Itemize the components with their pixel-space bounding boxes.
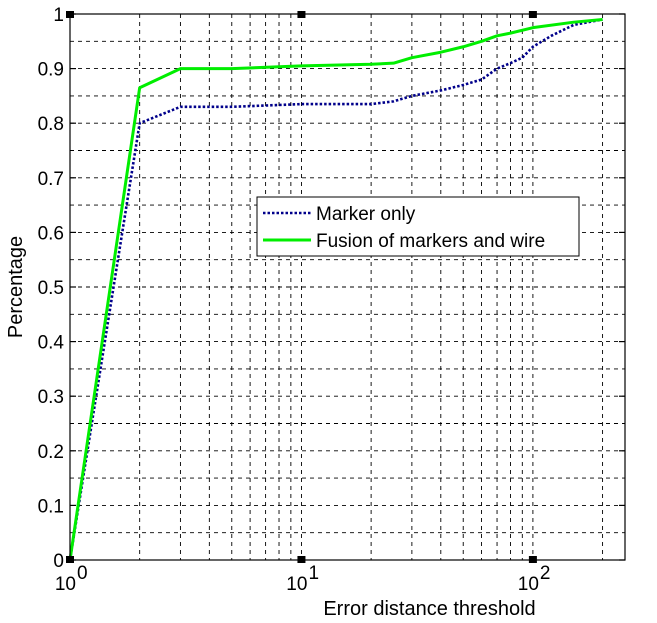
legend-box bbox=[256, 196, 580, 257]
y-axis-label: Percentage bbox=[5, 236, 27, 338]
y-tick-label: 0.1 bbox=[38, 496, 64, 517]
series-line-marker-only bbox=[68, 18, 603, 561]
y-tick-label: 0.3 bbox=[38, 387, 64, 408]
x-tick-label-exponent: 2 bbox=[540, 563, 551, 584]
legend-label-fusion: Fusion of markers and wire bbox=[316, 231, 545, 252]
y-tick-label: 1 bbox=[53, 5, 64, 26]
x-tick-mark bbox=[297, 11, 306, 18]
x-tick-mark bbox=[528, 11, 537, 18]
y-tick-label: 0 bbox=[53, 551, 64, 572]
x-tick-label: 10 bbox=[518, 574, 539, 595]
y-tick-label: 0.2 bbox=[38, 442, 64, 463]
y-tick-label: 0.9 bbox=[38, 60, 64, 81]
grid-lines bbox=[70, 14, 625, 560]
x-tick-label-exponent: 1 bbox=[308, 563, 319, 584]
x-tick-label: 10 bbox=[55, 574, 76, 595]
y-tick-label: 0.4 bbox=[38, 333, 65, 354]
axis-ticks bbox=[66, 11, 625, 563]
y-tick-label: 0.7 bbox=[38, 169, 64, 190]
y-tick-label: 0.5 bbox=[38, 278, 64, 299]
y-tick-label: 0.8 bbox=[38, 114, 64, 135]
y-tick-label: 0.6 bbox=[38, 223, 64, 244]
legend: Marker only Fusion of markers and wire bbox=[256, 196, 580, 257]
legend-label-marker-only: Marker only bbox=[316, 204, 416, 225]
x-tick-mark bbox=[528, 556, 537, 563]
series-line-fusion bbox=[68, 17, 603, 561]
plot-series bbox=[68, 17, 603, 561]
x-axis-label: Error distance threshold bbox=[323, 598, 535, 620]
x-tick-label-exponent: 0 bbox=[77, 563, 88, 584]
x-tick-label: 10 bbox=[286, 574, 307, 595]
x-tick-mark bbox=[297, 556, 306, 563]
